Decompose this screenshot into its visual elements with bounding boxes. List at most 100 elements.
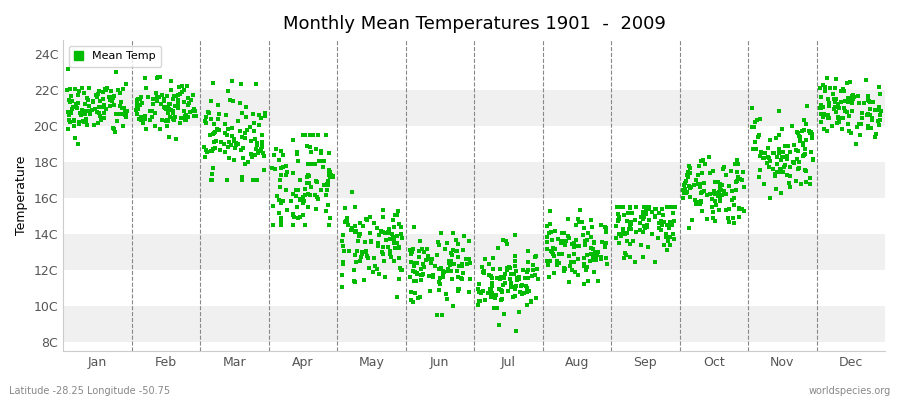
Point	[303, 192, 318, 198]
Point	[616, 204, 630, 210]
Point	[450, 268, 464, 274]
Point	[566, 259, 580, 265]
Point	[842, 112, 856, 119]
Point	[691, 162, 706, 169]
Point	[816, 126, 831, 132]
Point	[433, 275, 447, 281]
Point	[314, 158, 328, 164]
Point	[68, 134, 82, 141]
Point	[235, 177, 249, 184]
Point	[212, 110, 226, 117]
Point	[552, 250, 566, 257]
Point	[707, 188, 722, 194]
Point	[442, 259, 456, 265]
Point	[303, 184, 318, 190]
Point	[566, 244, 580, 250]
Point	[791, 133, 806, 139]
Point	[662, 223, 676, 230]
Point	[203, 177, 218, 184]
Point	[548, 228, 562, 234]
Point	[579, 266, 593, 272]
Point	[302, 180, 316, 186]
Point	[67, 116, 81, 123]
Point	[768, 172, 782, 179]
Point	[219, 112, 233, 118]
Point	[143, 108, 157, 115]
Point	[422, 288, 436, 294]
Point	[407, 263, 421, 269]
Point	[796, 127, 811, 133]
Point	[138, 116, 152, 122]
Point	[543, 221, 557, 228]
Point	[462, 238, 476, 244]
Point	[379, 236, 393, 243]
Point	[166, 93, 181, 99]
Point	[207, 130, 221, 136]
Point	[137, 114, 151, 120]
Point	[588, 253, 602, 259]
Point	[166, 109, 180, 116]
Point	[842, 97, 857, 103]
Point	[610, 216, 625, 223]
Point	[584, 251, 598, 258]
Point	[197, 144, 211, 150]
Bar	[63, 306, 885, 342]
Point	[625, 210, 639, 216]
Point	[707, 191, 722, 197]
Point	[409, 278, 423, 285]
Point	[745, 105, 760, 111]
Point	[508, 263, 522, 270]
Point	[865, 117, 879, 123]
Point	[370, 265, 384, 272]
Point	[550, 262, 564, 269]
Point	[432, 279, 446, 286]
Point	[204, 116, 219, 122]
Point	[637, 214, 652, 220]
Point	[350, 248, 365, 254]
Point	[228, 144, 242, 151]
Point	[346, 278, 361, 284]
Point	[118, 111, 132, 118]
Point	[822, 115, 836, 121]
Point	[109, 69, 123, 75]
Point	[321, 150, 336, 156]
Point	[217, 141, 231, 147]
Point	[227, 136, 241, 142]
Point	[796, 142, 810, 149]
Point	[791, 164, 806, 171]
Point	[59, 86, 74, 93]
Point	[291, 158, 305, 165]
Point	[319, 208, 333, 214]
Point	[787, 141, 801, 148]
Point	[368, 263, 382, 269]
Point	[241, 159, 256, 165]
Point	[564, 241, 579, 248]
Point	[852, 132, 867, 138]
Point	[526, 262, 540, 268]
Point	[338, 248, 352, 254]
Point	[452, 286, 466, 292]
Point	[289, 151, 303, 157]
Point	[310, 194, 325, 200]
Point	[246, 177, 260, 184]
Point	[171, 97, 185, 104]
Point	[320, 182, 335, 188]
Point	[783, 164, 797, 170]
Point	[418, 257, 433, 264]
Point	[414, 266, 428, 272]
Point	[302, 173, 317, 180]
Point	[77, 119, 92, 125]
Point	[774, 167, 788, 173]
Point	[130, 104, 144, 110]
Point	[317, 158, 331, 164]
Point	[430, 312, 445, 318]
Point	[375, 251, 390, 258]
Point	[864, 125, 878, 131]
Point	[417, 264, 431, 270]
Point	[515, 282, 529, 288]
Point	[66, 105, 80, 112]
Point	[61, 66, 76, 72]
Point	[83, 108, 97, 115]
Point	[188, 107, 202, 114]
Point	[841, 95, 855, 101]
